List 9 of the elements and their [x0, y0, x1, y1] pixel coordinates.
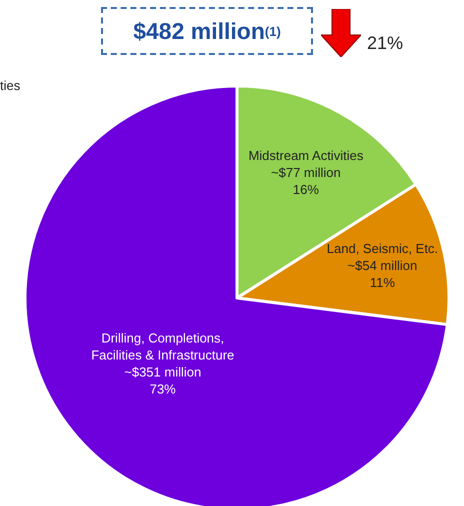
slice-label: Land, Seismic, Etc. ~$54 million	[326, 240, 438, 273]
chart-title: $482 million$^{(1)}$	[101, 7, 313, 55]
data-label: 73%	[150, 381, 176, 396]
slice-label: Midstream Activities ~$77 million	[248, 148, 364, 180]
data-label: 16%	[292, 182, 320, 198]
text: ties	[0, 78, 20, 93]
text: 21%	[367, 33, 404, 54]
slice-label: Drilling, Completions, Facilities & Infrastructure ~$351 million	[91, 330, 234, 380]
data-label: 11%	[370, 274, 396, 290]
